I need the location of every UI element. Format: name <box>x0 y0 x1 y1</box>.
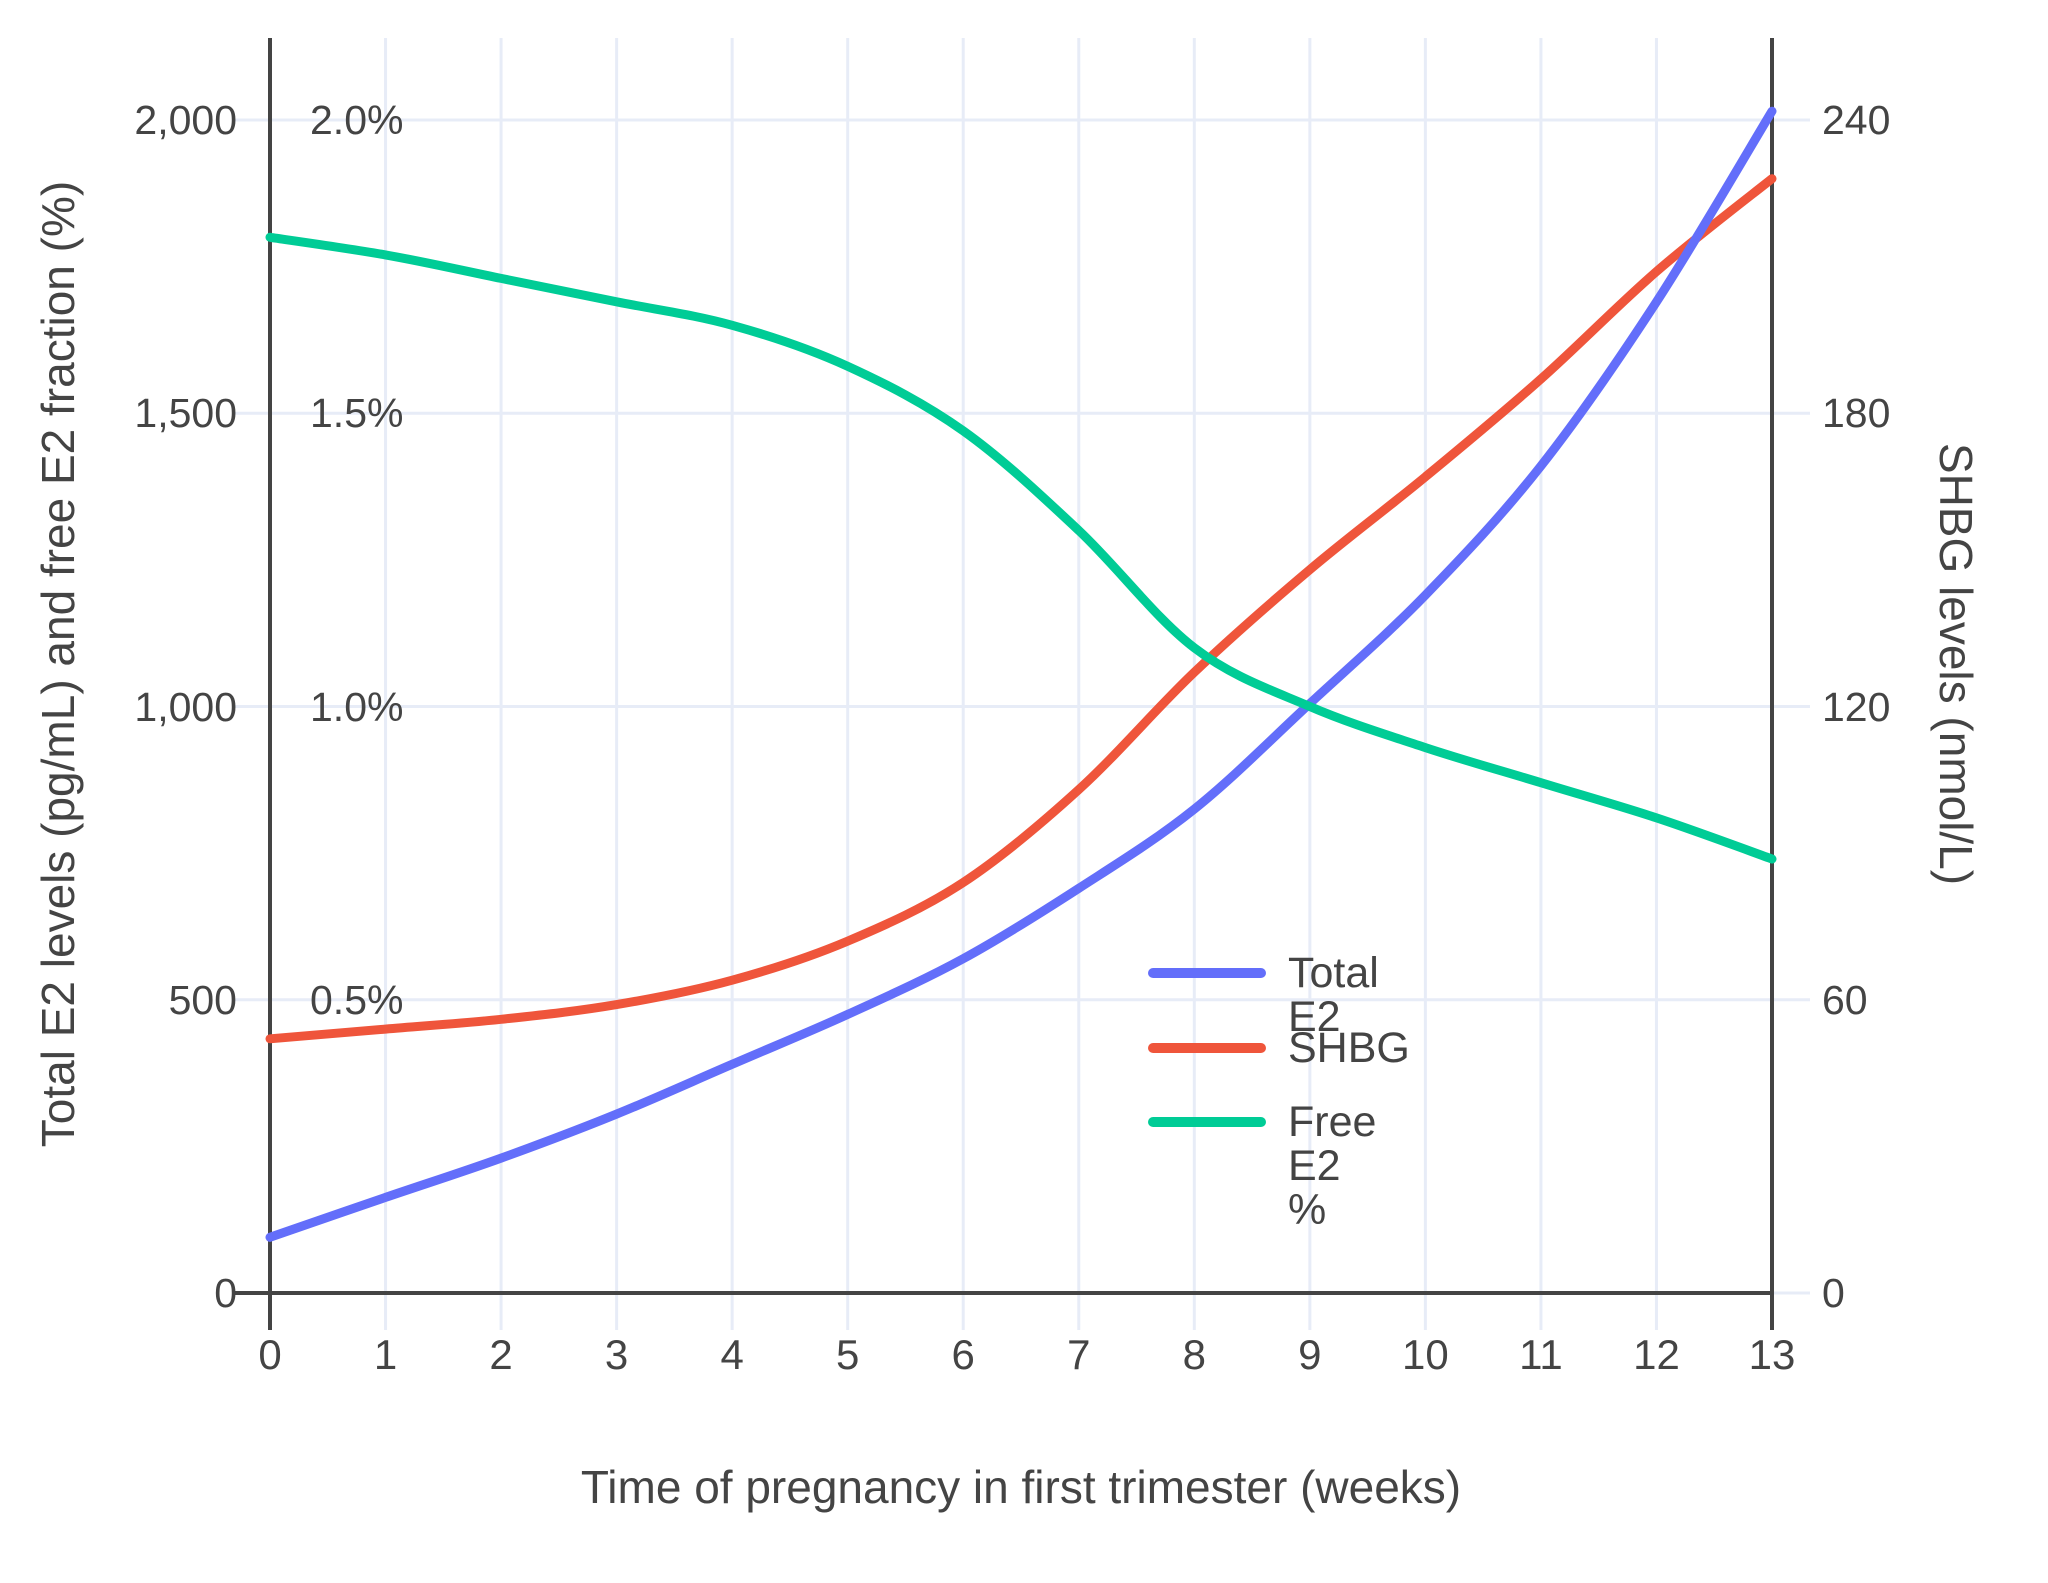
legend-swatch-free-e2- <box>1148 1117 1266 1127</box>
left-tick-label: 1,500 <box>134 390 237 437</box>
legend-swatch-total-e2 <box>1148 968 1266 978</box>
left-tick-label: 0 <box>214 1270 237 1316</box>
percent-tick-label: 1.0% <box>310 683 404 730</box>
right-tick-label: 240 <box>1822 97 1891 143</box>
x-tick-label: 10 <box>1402 1331 1449 1378</box>
legend-label: Free E2 % <box>1288 1098 1377 1234</box>
percent-tick-label: 0.5% <box>310 976 404 1023</box>
x-tick-label: 1 <box>373 1331 398 1378</box>
percent-tick-label: 2.0% <box>310 97 404 143</box>
x-tick-label: 0 <box>258 1331 282 1378</box>
series-total-e2-line <box>265 106 1777 1242</box>
x-tick-label: 13 <box>1748 1331 1796 1378</box>
x-tick-label: 7 <box>1067 1331 1091 1378</box>
x-tick-label: 5 <box>836 1331 860 1378</box>
series-free-e2--line <box>265 232 1777 864</box>
x-tick-label: 12 <box>1633 1331 1680 1378</box>
left-tick-label: 1,000 <box>134 683 237 730</box>
x-tick-label: 11 <box>1519 1331 1563 1378</box>
right-tick-label: 120 <box>1822 683 1891 730</box>
right-tick-label: 60 <box>1822 976 1868 1023</box>
x-tick-label: 6 <box>951 1331 975 1378</box>
left-tick-label: 500 <box>168 976 237 1023</box>
left-axis-title: Total E2 levels (pg/mL) and free E2 frac… <box>32 180 84 1148</box>
right-tick-label: 180 <box>1822 390 1891 437</box>
percent-tick-label: 1.5% <box>310 390 404 437</box>
right-tick-label: 0 <box>1822 1270 1845 1316</box>
x-tick-label: 8 <box>1182 1331 1206 1378</box>
legend-label: SHBG <box>1288 1024 1410 1072</box>
left-tick-label: 2,000 <box>134 97 237 143</box>
x-tick-label: 4 <box>720 1331 744 1378</box>
x-axis-title: Time of pregnancy in first trimester (we… <box>580 1461 1462 1513</box>
legend-swatch-shbg <box>1148 1043 1266 1053</box>
x-tick-label: 3 <box>604 1331 629 1378</box>
x-tick-label: 9 <box>1298 1331 1322 1378</box>
x-tick-label: 2 <box>489 1331 513 1378</box>
legend-label: Total E2 <box>1288 949 1379 1041</box>
right-axis-title: SHBG levels (nmol/L) <box>1930 442 1982 886</box>
series-shbg-line <box>265 174 1777 1044</box>
